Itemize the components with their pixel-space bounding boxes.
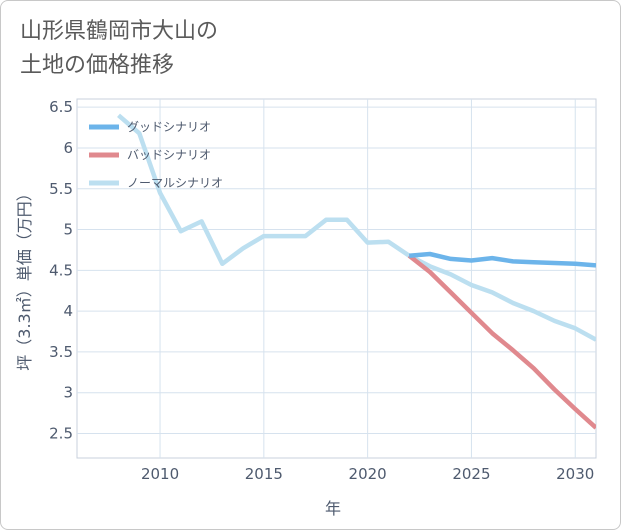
y-tick-label: 6 bbox=[63, 139, 73, 157]
x-tick-label: 2015 bbox=[245, 465, 283, 483]
chart-title-line-2: 土地の価格推移 bbox=[20, 53, 175, 78]
x-tick-labels: 2010 2015 2020 2025 2030 bbox=[141, 465, 594, 483]
x-tick-label: 2030 bbox=[556, 465, 594, 483]
y-tick-label: 5.5 bbox=[49, 180, 73, 198]
legend-label-3: ノーマルシナリオ bbox=[127, 176, 223, 190]
grid-lines bbox=[77, 99, 596, 458]
y-tick-label: 6.5 bbox=[49, 98, 73, 116]
series-line-1 bbox=[409, 251, 596, 268]
y-tick-label: 5 bbox=[63, 221, 73, 239]
series-lines bbox=[117, 113, 596, 430]
x-tick-label: 2025 bbox=[452, 465, 490, 483]
y-tick-label: 4 bbox=[63, 302, 73, 320]
y-tick-labels: 2.5 3 3.5 4 4.5 5 5.5 6 6.5 bbox=[49, 98, 73, 442]
y-axis-label: 坪（3.3㎡）単価（万円） bbox=[15, 185, 34, 370]
y-tick-label: 3 bbox=[63, 384, 73, 402]
chart-title: 山形県鶴岡市大山の 土地の価格推移 bbox=[20, 15, 218, 83]
legend-label-2: バッドシナリオ bbox=[127, 148, 211, 162]
y-tick-label: 4.5 bbox=[49, 261, 73, 279]
x-axis-label: 年 bbox=[325, 499, 341, 518]
series-line-3 bbox=[117, 113, 596, 342]
series-line-2 bbox=[407, 253, 596, 430]
y-tick-label: 2.5 bbox=[49, 425, 73, 443]
y-tick-label: 3.5 bbox=[49, 343, 73, 361]
x-tick-label: 2010 bbox=[141, 465, 179, 483]
plot-area-frame bbox=[76, 98, 597, 459]
chart-title-line-1: 山形県鶴岡市大山の bbox=[20, 19, 219, 44]
legend-label-1: グッドシナリオ bbox=[127, 120, 211, 134]
x-tick-label: 2020 bbox=[349, 465, 387, 483]
